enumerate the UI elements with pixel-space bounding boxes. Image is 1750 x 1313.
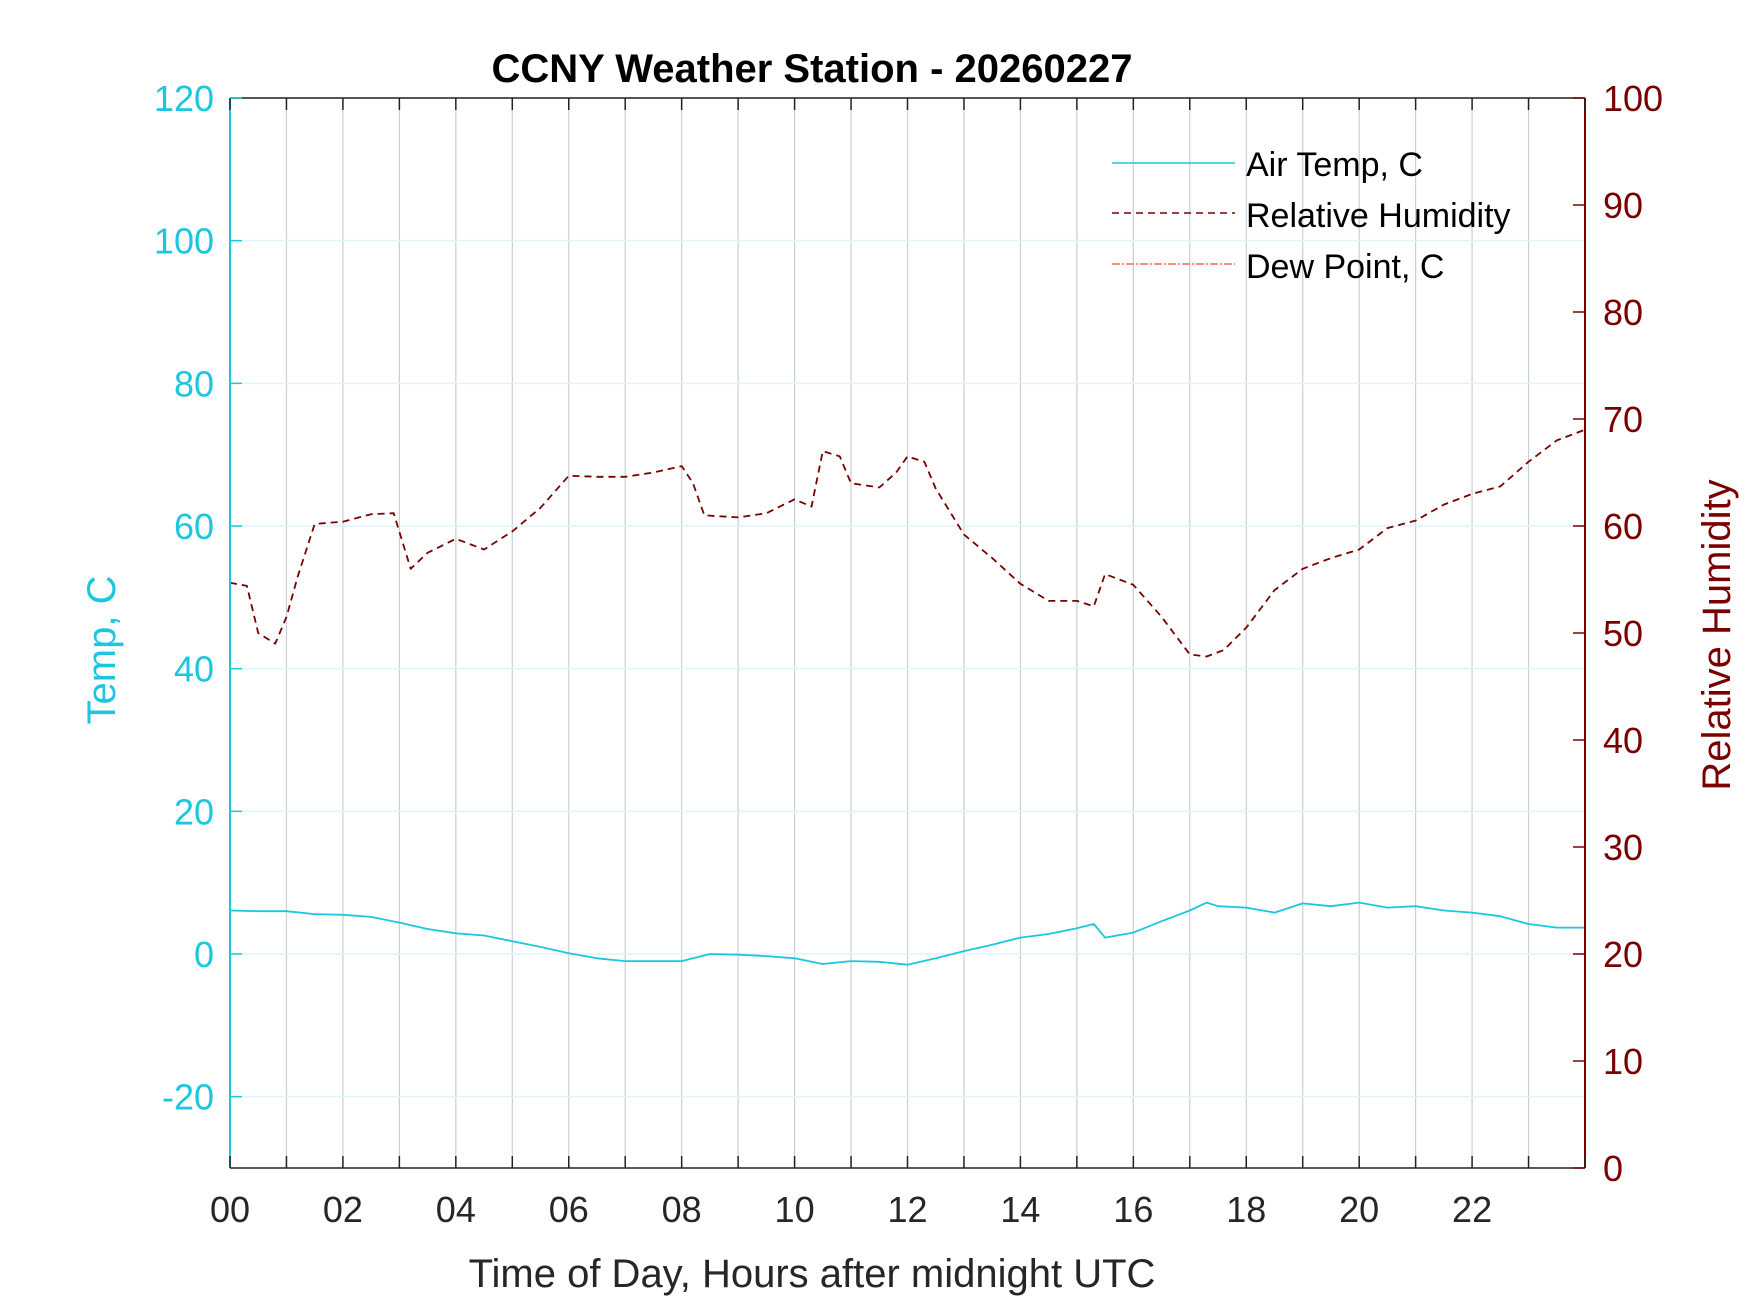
y-axis-left-label: Temp, C	[80, 576, 124, 725]
y-left-tick-label: 80	[174, 363, 214, 404]
y-right-tick-label: 10	[1603, 1041, 1643, 1082]
y-right-tick-label: 30	[1603, 827, 1643, 868]
grid-lines	[230, 97, 1585, 1168]
y-right-tick-label: 100	[1603, 78, 1663, 119]
axes	[229, 97, 1586, 1169]
x-tick-label: 16	[1113, 1189, 1153, 1230]
y-left-tick-label: -20	[162, 1077, 214, 1118]
y-right-tick-label: 60	[1603, 506, 1643, 547]
legend-label-air-temp: Air Temp, C	[1246, 146, 1423, 184]
x-tick-label: 06	[549, 1189, 589, 1230]
tick-labels: 00 02 04 06 08 10 12 14 16 18 20 22-200204060801001…	[154, 78, 1663, 1230]
y-right-tick-label: 0	[1603, 1148, 1623, 1189]
x-tick-label: 04	[436, 1189, 476, 1230]
series-line-relative-humidity	[229, 428, 1586, 658]
x-tick-label: 14	[1000, 1189, 1040, 1230]
x-tick-label: 02	[323, 1189, 363, 1230]
y-left-tick-label: 60	[174, 506, 214, 547]
y-right-tick-label: 20	[1603, 934, 1643, 975]
y-right-tick-label: 90	[1603, 185, 1643, 226]
y-left-tick-label: 20	[174, 791, 214, 832]
legend-label-relative-humidity: Relative Humidity	[1246, 197, 1511, 235]
y-right-tick-label: 80	[1603, 292, 1643, 333]
legend-label-dew-point: Dew Point, C	[1246, 248, 1444, 286]
chart-title: CCNY Weather Station - 20260227	[492, 47, 1133, 91]
y-right-tick-label: 70	[1603, 399, 1643, 440]
y-left-tick-label: 120	[154, 78, 214, 119]
x-tick-label: 12	[887, 1189, 927, 1230]
series-lines	[229, 428, 1586, 966]
x-tick-label: 22	[1452, 1189, 1492, 1230]
y-right-tick-label: 50	[1603, 613, 1643, 654]
x-tick-label: 10	[775, 1189, 815, 1230]
x-axis-label: Time of Day, Hours after midnight UTC	[469, 1252, 1156, 1296]
legend: Air Temp, C Relative Humidity Dew Point,…	[1112, 146, 1511, 286]
y-right-tick-label: 40	[1603, 720, 1643, 761]
x-tick-label: 20	[1339, 1189, 1379, 1230]
y-axis-right-label: Relative Humidity	[1695, 479, 1739, 790]
y-left-tick-label: 40	[174, 649, 214, 690]
x-tick-label: 00	[210, 1189, 250, 1230]
x-tick-label: 08	[662, 1189, 702, 1230]
series-line-air-temp-c	[229, 901, 1585, 966]
y-left-tick-label: 0	[194, 934, 214, 975]
x-tick-label: 18	[1226, 1189, 1266, 1230]
y-left-tick-label: 100	[154, 221, 214, 262]
